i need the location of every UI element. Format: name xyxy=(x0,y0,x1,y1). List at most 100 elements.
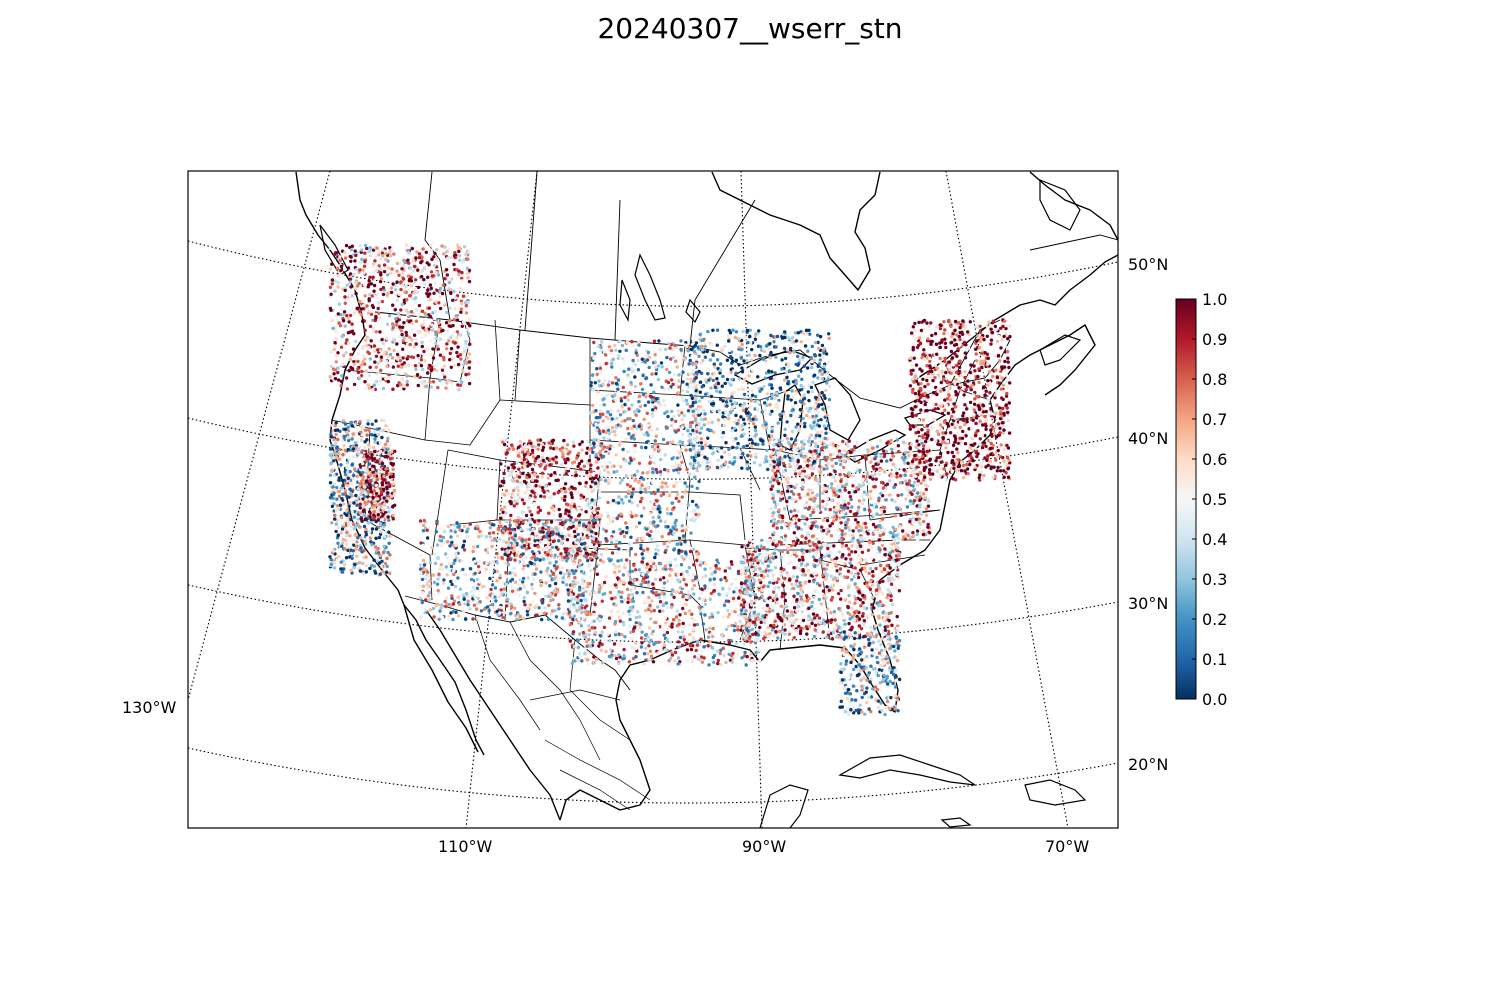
station-point xyxy=(791,405,795,409)
station-point xyxy=(730,429,734,433)
station-point xyxy=(400,377,405,381)
station-point xyxy=(382,478,386,482)
station-point xyxy=(694,376,698,380)
station-point xyxy=(794,391,798,395)
station-point xyxy=(807,436,811,440)
station-point xyxy=(596,540,600,544)
station-point xyxy=(695,435,699,439)
station-point xyxy=(458,353,463,357)
station-point xyxy=(431,347,435,351)
station-point xyxy=(436,328,441,332)
station-point xyxy=(516,488,520,493)
station-point xyxy=(403,372,408,376)
station-point xyxy=(529,441,533,446)
station-point xyxy=(338,503,343,507)
newfoundland xyxy=(1039,179,1081,231)
station-point xyxy=(335,558,340,562)
station-point xyxy=(676,391,681,395)
station-point xyxy=(704,466,709,471)
station-point xyxy=(542,554,546,558)
station-point xyxy=(437,301,441,305)
station-point xyxy=(407,251,411,255)
station-point xyxy=(467,279,472,284)
station-point xyxy=(600,533,604,538)
station-point xyxy=(541,458,545,463)
station-point xyxy=(369,312,374,316)
station-point xyxy=(677,379,681,383)
station-point xyxy=(328,481,333,485)
station-point xyxy=(378,532,383,536)
station-point xyxy=(379,287,383,292)
station-point xyxy=(688,385,693,389)
station-point xyxy=(682,357,687,361)
station-point xyxy=(620,478,624,482)
station-point xyxy=(437,330,441,334)
station-point xyxy=(628,417,632,421)
station-point xyxy=(538,459,542,463)
station-point xyxy=(434,336,438,341)
station-point xyxy=(693,475,697,479)
station-point xyxy=(822,332,826,337)
station-point xyxy=(618,527,622,532)
station-point xyxy=(871,537,875,541)
station-point xyxy=(364,542,368,546)
station-point xyxy=(912,488,916,493)
station-point xyxy=(575,456,579,460)
station-point xyxy=(678,467,682,471)
station-point xyxy=(341,478,345,483)
station-point xyxy=(770,409,774,413)
station-point xyxy=(631,418,635,423)
station-point xyxy=(456,383,460,387)
station-point xyxy=(343,472,348,477)
station-point xyxy=(716,418,721,422)
station-point xyxy=(765,392,769,396)
station-point xyxy=(734,413,738,418)
station-point xyxy=(680,460,684,464)
station-point xyxy=(332,458,336,463)
station-point xyxy=(772,500,777,504)
station-point xyxy=(679,347,683,352)
station-point xyxy=(672,484,676,488)
station-point xyxy=(370,294,374,298)
station-point xyxy=(747,374,751,378)
station-point xyxy=(633,375,637,379)
station-point xyxy=(805,413,809,418)
station-point xyxy=(580,440,584,444)
station-point xyxy=(388,484,392,489)
station-point xyxy=(360,453,364,457)
station-point xyxy=(427,366,431,370)
station-point xyxy=(350,481,354,485)
station-point xyxy=(388,571,392,575)
station-point xyxy=(683,481,687,485)
station-point xyxy=(376,348,380,352)
station-point xyxy=(594,422,598,426)
station-point xyxy=(387,524,392,529)
station-point xyxy=(396,311,401,316)
station-point xyxy=(448,351,452,356)
station-point xyxy=(704,441,708,445)
station-point xyxy=(383,266,388,271)
station-point xyxy=(596,506,601,511)
station-point xyxy=(374,527,379,531)
station-point xyxy=(851,533,855,538)
station-point xyxy=(435,369,440,373)
station-point xyxy=(703,392,708,396)
station-point xyxy=(436,385,440,390)
station-point xyxy=(626,398,630,402)
station-point xyxy=(440,291,445,296)
station-point xyxy=(731,445,735,450)
station-point xyxy=(665,441,670,445)
station-point xyxy=(765,397,770,401)
station-point xyxy=(354,253,358,258)
station-point xyxy=(565,443,570,447)
station-point xyxy=(820,536,825,540)
station-point xyxy=(563,482,568,486)
station-point xyxy=(796,414,800,418)
station-point xyxy=(343,250,347,254)
station-point xyxy=(392,344,396,349)
station-point xyxy=(593,547,598,551)
station-point xyxy=(783,330,787,334)
station-point xyxy=(837,449,842,453)
station-point xyxy=(591,509,595,513)
station-point xyxy=(818,434,822,438)
